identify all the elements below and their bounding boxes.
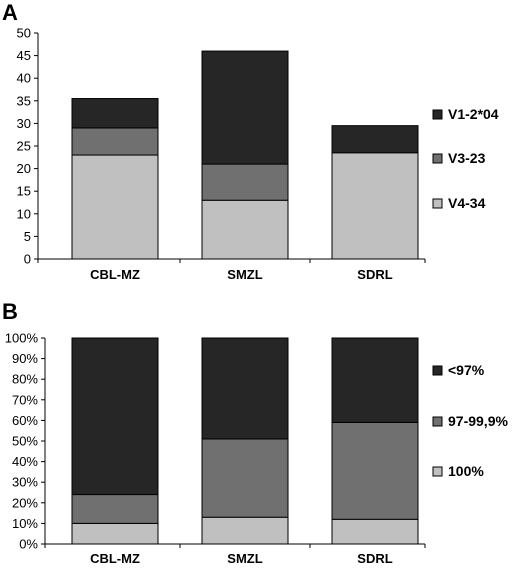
chart-b-legend-swatch — [432, 416, 443, 427]
chart-a-bar-smzl-2 — [201, 50, 289, 165]
panel-letter-b: B — [2, 299, 18, 324]
chart-b-y-tick-label: 70% — [12, 392, 38, 407]
chart-b-bar-cbl-mz-2 — [71, 337, 159, 496]
chart-b-y-tick-label: 10% — [12, 516, 38, 531]
chart-b-y-tick-label: 80% — [12, 372, 38, 387]
chart-a-y-tick-label: 25 — [17, 139, 31, 154]
chart-b-legend-label: 100% — [448, 463, 484, 479]
chart-a-bar-cbl-mz-1 — [71, 127, 159, 156]
chart-a-y-tick-label: 40 — [17, 71, 31, 86]
chart-b: 0% 10% 20% 30% 40% 50% 60% 70% 80% 90% 100% CBL-MZ S… — [5, 331, 509, 567]
chart-b-bar-sdrl-0 — [331, 518, 419, 545]
panel-letter-a: A — [2, 0, 18, 25]
chart-b-y-tick-label: 90% — [12, 351, 38, 366]
chart-b-category-label: SMZL — [227, 551, 262, 566]
chart-a-bar-smzl-0 — [201, 199, 289, 260]
chart-a: 0 5 10 15 20 25 30 35 40 45 50 CBL-MZ SMZL SDRL V1-2*0… — [17, 26, 499, 283]
chart-b-bar-smzl-0 — [201, 516, 289, 545]
chart-b-legend-swatch — [432, 365, 443, 376]
chart-a-y-tick-label: 30 — [17, 116, 31, 131]
chart-b-bar-sdrl-1 — [331, 421, 419, 520]
chart-a-bar-smzl-1 — [201, 163, 289, 201]
chart-b-category-label: SDRL — [357, 551, 392, 566]
chart-b-y-tick-label: 40% — [12, 454, 38, 469]
chart-a-bar-cbl-mz-0 — [71, 154, 159, 260]
chart-b-y-tick-label: 0% — [19, 537, 38, 552]
chart-b-legend-swatch — [432, 466, 443, 477]
chart-b-bar-sdrl-2 — [331, 337, 419, 423]
chart-b-category-label: CBL-MZ — [90, 551, 140, 566]
chart-b-y-tick-label: 20% — [12, 495, 38, 510]
chart-a-legend-label: V3-23 — [448, 150, 486, 166]
chart-a-legend-label: V1-2*04 — [448, 106, 499, 122]
chart-a-y-tick-label: 15 — [17, 184, 31, 199]
chart-a-bar-sdrl-0 — [331, 152, 419, 260]
chart-a-category-label: SDRL — [357, 267, 392, 282]
chart-a-y-tick-label: 20 — [17, 161, 31, 176]
chart-a-legend-swatch — [432, 153, 443, 164]
chart-b-legend-label: <97% — [448, 362, 485, 378]
chart-a-y-tick-label: 35 — [17, 93, 31, 108]
chart-b-y-tick-label: 30% — [12, 475, 38, 490]
chart-a-category-label: SMZL — [227, 267, 262, 282]
chart-a-y-tick-label: 10 — [17, 206, 31, 221]
chart-b-bar-smzl-2 — [201, 337, 289, 440]
chart-b-y-tick-label: 100% — [5, 331, 39, 346]
chart-b-bar-cbl-mz-0 — [71, 522, 159, 545]
chart-b-legend-label: 97-99,9% — [448, 413, 508, 429]
chart-a-legend-swatch — [432, 198, 443, 209]
chart-b-bar-cbl-mz-1 — [71, 494, 159, 524]
chart-a-category-label: CBL-MZ — [90, 267, 140, 282]
chart-a-y-tick-label: 0 — [24, 252, 31, 267]
chart-b-y-tick-label: 60% — [12, 413, 38, 428]
chart-a-bar-sdrl-2 — [331, 125, 419, 154]
chart-b-bar-smzl-1 — [201, 438, 289, 518]
chart-a-legend-swatch — [432, 109, 443, 120]
chart-a-legend-label: V4-34 — [448, 195, 486, 211]
chart-a-bar-cbl-mz-2 — [71, 98, 159, 129]
chart-a-y-tick-label: 50 — [17, 26, 31, 41]
chart-a-y-tick-label: 45 — [17, 48, 31, 63]
chart-b-y-tick-label: 50% — [12, 434, 38, 449]
chart-a-y-tick-label: 5 — [24, 229, 31, 244]
